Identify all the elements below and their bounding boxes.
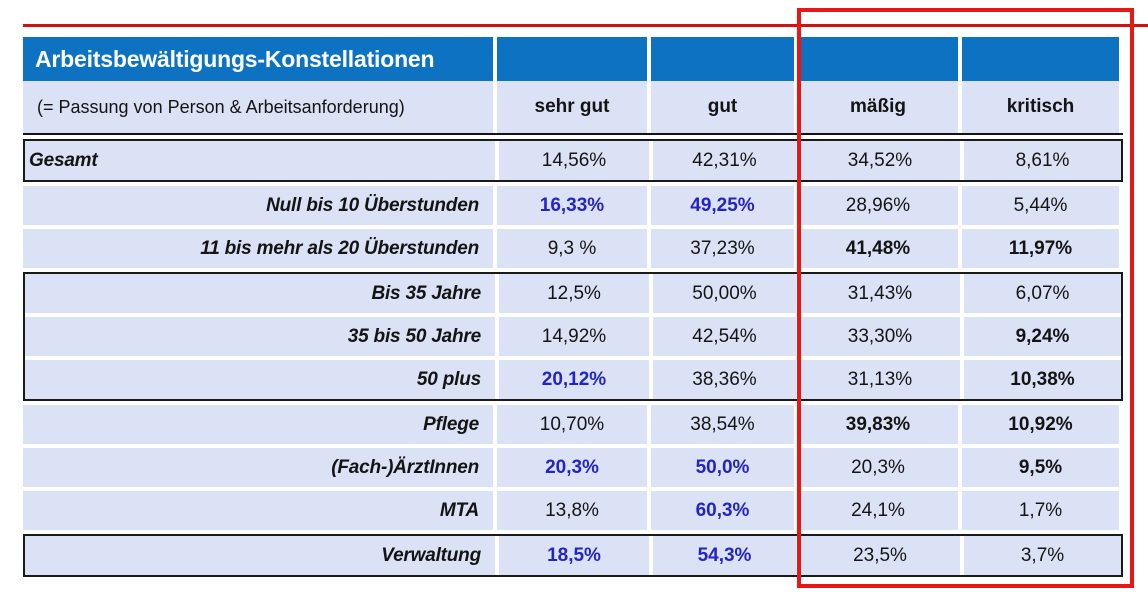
value-cell: 9,24% (964, 317, 1121, 356)
value-cell: 6,07% (964, 274, 1121, 313)
table-row: MTA 13,8% 60,3% 24,1% 1,7% (23, 491, 1123, 530)
value-cell: 20,3% (497, 448, 647, 487)
value-cell: 10,38% (964, 360, 1121, 399)
table-row: Verwaltung 18,5% 54,3% 23,5% 3,7% (25, 536, 1121, 575)
value-cell: 1,7% (962, 491, 1119, 530)
value-cell: 24,1% (798, 491, 958, 530)
header-spacer-cell (962, 37, 1119, 81)
value-cell: 54,3% (653, 536, 796, 575)
value-cell: 3,7% (964, 536, 1121, 575)
value-cell: 38,54% (651, 405, 794, 444)
group-berufsgruppen: Pflege 10,70% 38,54% 39,83% 10,92% (Fach… (23, 405, 1123, 530)
row-label: (Fach-)ÄrztInnen (23, 448, 493, 487)
value-cell: 18,5% (499, 536, 649, 575)
value-cell: 37,23% (651, 229, 794, 268)
table-row: (Fach-)ÄrztInnen 20,3% 50,0% 20,3% 9,5% (23, 448, 1123, 487)
value-cell: 60,3% (651, 491, 794, 530)
row-label: Pflege (23, 405, 493, 444)
table-row: Null bis 10 Überstunden 16,33% 49,25% 28… (23, 186, 1123, 225)
value-cell: 28,96% (798, 186, 958, 225)
row-label: Verwaltung (25, 536, 495, 575)
row-label: 50 plus (25, 360, 495, 399)
table-row: Pflege 10,70% 38,54% 39,83% 10,92% (23, 405, 1123, 444)
row-label: 11 bis mehr als 20 Überstunden (23, 229, 493, 268)
value-cell: 5,44% (962, 186, 1119, 225)
value-cell: 10,92% (962, 405, 1119, 444)
value-cell: 34,52% (800, 141, 960, 180)
group-gesamt: Gesamt 14,56% 42,31% 34,52% 8,61% (23, 139, 1123, 182)
value-cell: 50,00% (653, 274, 796, 313)
value-cell: 12,5% (499, 274, 649, 313)
value-cell: 9,3 % (497, 229, 647, 268)
column-header-maessig: mäßig (798, 81, 958, 133)
value-cell: 42,54% (653, 317, 796, 356)
value-cell: 42,31% (653, 141, 796, 180)
value-cell: 20,12% (499, 360, 649, 399)
table-column-header-row: (= Passung von Person & Arbeitsanforderu… (23, 81, 1123, 135)
table-row: 11 bis mehr als 20 Überstunden 9,3 % 37,… (23, 229, 1123, 268)
table-subtitle: (= Passung von Person & Arbeitsanforderu… (23, 81, 493, 133)
table-row: Gesamt 14,56% 42,31% 34,52% 8,61% (25, 141, 1121, 180)
group-verwaltung: Verwaltung 18,5% 54,3% 23,5% 3,7% (23, 534, 1123, 577)
header-spacer-cell (798, 37, 958, 81)
column-header-sehr-gut: sehr gut (497, 81, 647, 133)
row-label: MTA (23, 491, 493, 530)
value-cell: 23,5% (800, 536, 960, 575)
value-cell: 38,36% (653, 360, 796, 399)
work-ability-table: Arbeitsbewältigungs-Konstellationen (= P… (23, 37, 1123, 581)
value-cell: 33,30% (800, 317, 960, 356)
value-cell: 50,0% (651, 448, 794, 487)
value-cell: 16,33% (497, 186, 647, 225)
table-row: 35 bis 50 Jahre 14,92% 42,54% 33,30% 9,2… (25, 317, 1121, 356)
column-header-gut: gut (651, 81, 794, 133)
value-cell: 41,48% (798, 229, 958, 268)
group-alter: Bis 35 Jahre 12,5% 50,00% 31,43% 6,07% 3… (23, 272, 1123, 401)
group-ueberstunden: Null bis 10 Überstunden 16,33% 49,25% 28… (23, 186, 1123, 268)
row-label: Bis 35 Jahre (25, 274, 495, 313)
row-label: Gesamt (25, 141, 495, 180)
value-cell: 20,3% (798, 448, 958, 487)
table-row: Bis 35 Jahre 12,5% 50,00% 31,43% 6,07% (25, 274, 1121, 313)
row-label: Null bis 10 Überstunden (23, 186, 493, 225)
value-cell: 9,5% (962, 448, 1119, 487)
header-spacer-cell (651, 37, 794, 81)
column-header-kritisch: kritisch (962, 81, 1119, 133)
value-cell: 31,43% (800, 274, 960, 313)
top-divider-line (23, 24, 1148, 27)
value-cell: 39,83% (798, 405, 958, 444)
value-cell: 31,13% (800, 360, 960, 399)
table-header-band: Arbeitsbewältigungs-Konstellationen (23, 37, 1123, 81)
value-cell: 11,97% (962, 229, 1119, 268)
row-label: 35 bis 50 Jahre (25, 317, 495, 356)
value-cell: 14,92% (499, 317, 649, 356)
table-title: Arbeitsbewältigungs-Konstellationen (23, 37, 493, 81)
value-cell: 8,61% (964, 141, 1121, 180)
table-row: 50 plus 20,12% 38,36% 31,13% 10,38% (25, 360, 1121, 399)
value-cell: 14,56% (499, 141, 649, 180)
value-cell: 13,8% (497, 491, 647, 530)
value-cell: 10,70% (497, 405, 647, 444)
header-spacer-cell (497, 37, 647, 81)
value-cell: 49,25% (651, 186, 794, 225)
